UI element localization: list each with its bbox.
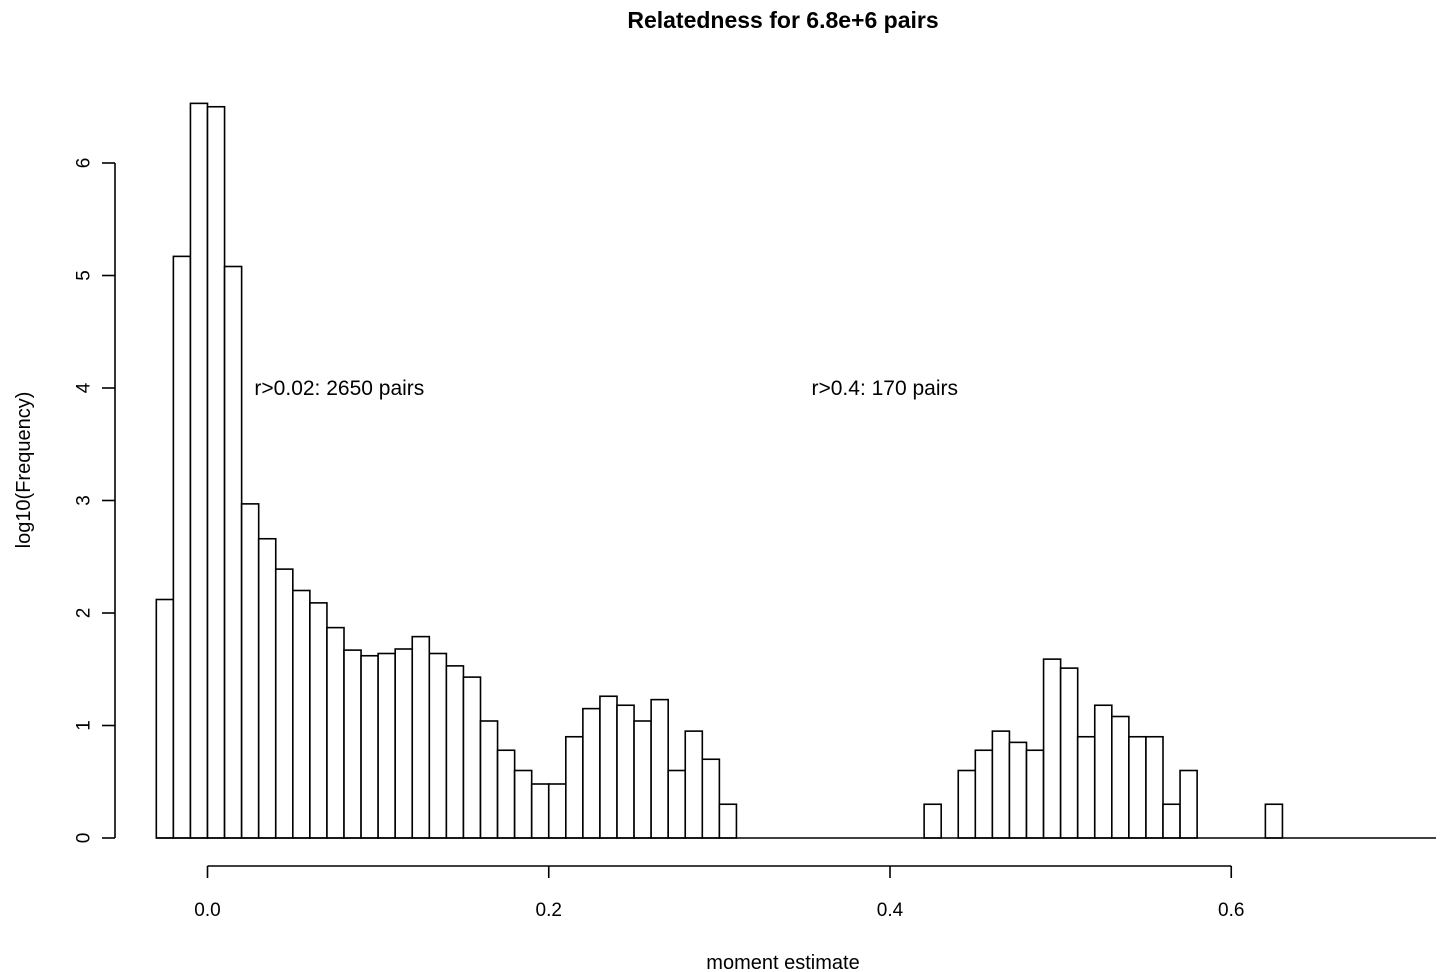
histogram-bar [1179, 769, 1198, 839]
histogram-bar [377, 652, 396, 839]
y-axis-label: log10(Frequency) [13, 392, 35, 549]
annotation-text: r>0.4: 170 pairs [812, 377, 959, 400]
histogram-bar [547, 783, 567, 839]
x-tick-label: 0.0 [194, 900, 220, 921]
y-tick-label: 1 [74, 720, 95, 731]
histogram-bar [701, 758, 721, 839]
histogram-bar [326, 626, 345, 839]
y-ticks: 0 1 2 3 4 5 6 [74, 158, 115, 844]
histogram-bar [1111, 715, 1130, 839]
histogram-bar [155, 598, 175, 839]
histogram-bar [684, 730, 704, 839]
histogram-bar [462, 676, 482, 839]
histogram-bar [445, 665, 465, 839]
histogram-bar [206, 105, 226, 839]
y-tick-label: 4 [74, 382, 95, 393]
histogram-bar [292, 589, 311, 839]
histogram-bar [479, 720, 499, 839]
histogram-bar [309, 602, 328, 839]
histogram-bar [360, 654, 379, 839]
histogram-bar [189, 102, 209, 839]
histogram-bar [1008, 741, 1028, 839]
chart-title: Relatedness for 6.8e+6 pairs [627, 7, 938, 33]
histogram-bar [274, 568, 294, 839]
histogram-bar [428, 652, 448, 839]
bar-group [155, 102, 1284, 839]
histogram-bar [923, 803, 942, 839]
y-tick-label: 6 [74, 158, 95, 169]
histogram-bar [667, 769, 687, 839]
histogram-bar [411, 635, 431, 839]
histogram-bar [582, 707, 601, 839]
x-ticks: 0.0 0.2 0.4 0.6 [194, 866, 1244, 921]
histogram-bar [530, 783, 550, 839]
y-tick-label: 5 [74, 270, 95, 281]
histogram-bar [343, 649, 362, 839]
x-tick-label: 0.2 [536, 900, 562, 921]
histogram-bar [957, 769, 977, 839]
histogram-bar [1059, 667, 1079, 839]
x-axis: 0.0 0.2 0.4 0.6 [194, 865, 1244, 921]
histogram-bar [1025, 749, 1045, 839]
histogram-bar [223, 265, 243, 839]
y-axis: 0 1 2 3 4 5 6 [74, 158, 116, 844]
annotation-text: r>0.02: 2650 pairs [254, 377, 424, 400]
histogram-bar [172, 255, 192, 839]
x-tick-label: 0.6 [1218, 900, 1244, 921]
histogram-bar [718, 803, 738, 839]
histogram-bar [257, 537, 277, 839]
histogram-bar [1042, 658, 1062, 839]
histogram-bar [599, 695, 618, 839]
y-tick-label: 0 [74, 833, 95, 844]
y-tick-label: 2 [74, 608, 95, 619]
histogram-bar [633, 720, 652, 839]
annotations: r>0.02: 2650 pairs r>0.4: 170 pairs [254, 377, 958, 400]
histogram-bar [565, 735, 584, 839]
histogram-bar [1145, 735, 1164, 839]
histogram-bar [1093, 704, 1113, 839]
x-tick-label: 0.4 [877, 900, 904, 921]
histogram-bar [616, 704, 635, 839]
histogram-bar [240, 503, 260, 839]
histogram-bar [650, 698, 669, 839]
histogram-bar [974, 749, 994, 839]
histogram-bar [1128, 735, 1147, 839]
histogram-bar [496, 749, 516, 839]
x-axis-label: moment estimate [706, 952, 859, 972]
histogram-bar [1076, 735, 1096, 839]
histogram-bar [991, 730, 1011, 839]
y-tick-label: 3 [74, 495, 95, 506]
histogram-bar [394, 648, 414, 839]
histogram-bar [1264, 803, 1284, 839]
histogram-bar [1162, 803, 1181, 839]
histogram-bar [513, 769, 533, 839]
